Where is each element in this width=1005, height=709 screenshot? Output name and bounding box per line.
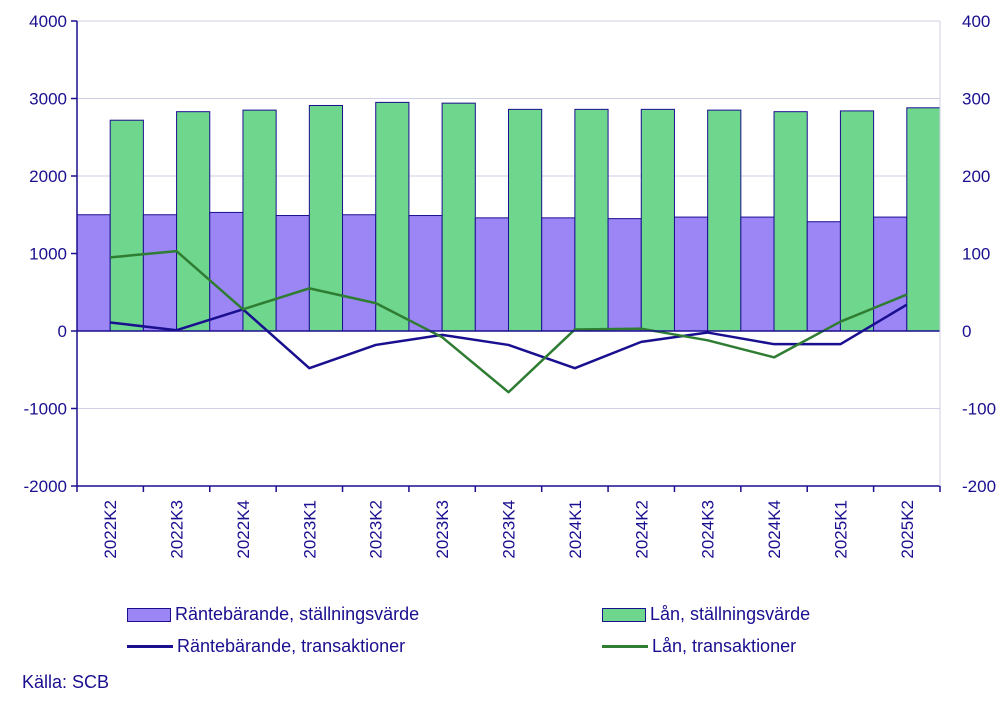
right-tick-label-3: 100 [962, 245, 990, 264]
right-tick-label-4: 200 [962, 167, 990, 186]
bar-0-5 [408, 215, 443, 332]
left-tick-label-6: 4000 [29, 12, 67, 31]
x-tick-label-0: 2022K2 [101, 500, 120, 559]
bar-0-3 [275, 215, 310, 332]
bar-0-7 [541, 217, 576, 332]
legend-item-2: Räntebärande, transaktioner [127, 636, 405, 657]
lines [110, 249, 908, 394]
x-tick-label-5: 2023K3 [433, 500, 452, 559]
bar-1-9 [707, 109, 742, 332]
legend-label-0: Räntebärande, ställningsvärde [175, 604, 420, 624]
bar-0-6 [474, 217, 509, 332]
left-tick-label-3: 1000 [29, 245, 67, 264]
bar-1-1 [176, 111, 211, 332]
x-tick-label-8: 2024K2 [632, 500, 651, 559]
x-tick-label-3: 2023K1 [300, 500, 319, 559]
legend-swatch-2 [127, 645, 173, 648]
bar-1-7 [574, 108, 609, 332]
x-tick-label-4: 2023K2 [367, 500, 386, 559]
legend-swatch-3 [602, 645, 648, 648]
x-tick-label-10: 2024K4 [765, 500, 784, 559]
legend-label-2: Räntebärande, transaktioner [177, 636, 406, 656]
bar-1-0 [109, 119, 144, 332]
left-tick-label-2: 0 [58, 322, 67, 341]
left-tick-label-4: 2000 [29, 167, 67, 186]
left-tick-label-5: 3000 [29, 90, 67, 109]
bars [76, 101, 941, 332]
x-tick-label-12: 2025K2 [898, 500, 917, 559]
bar-1-3 [308, 104, 344, 332]
bar-1-11 [839, 110, 875, 332]
series-line-3 [110, 249, 908, 394]
bar-1-12 [906, 107, 941, 332]
bar-1-5 [441, 102, 476, 332]
axes [71, 20, 941, 492]
tick-labels: -2000-100001000200030004000-200-10001002… [24, 12, 997, 559]
legend-item-3: Lån, transaktioner [602, 636, 796, 657]
right-tick-label-1: -100 [962, 400, 996, 419]
bar-0-0 [76, 214, 111, 332]
x-tick-label-7: 2024K1 [566, 500, 585, 559]
bar-0-11 [806, 221, 841, 332]
legend-item-0: Räntebärande, ställningsvärde [127, 604, 419, 625]
source-label: Källa: SCB [22, 672, 110, 692]
bar-0-2 [209, 211, 244, 332]
right-tick-label-6: 400 [962, 12, 990, 31]
x-tick-label-6: 2023K4 [500, 500, 519, 559]
left-tick-label-0: -2000 [24, 477, 67, 496]
bar-1-8 [640, 108, 675, 332]
bar-0-8 [607, 218, 642, 332]
legend-label-3: Lån, transaktioner [652, 636, 797, 656]
bar-0-10 [740, 216, 775, 332]
chart: -2000-100001000200030004000-200-10001002… [24, 12, 997, 559]
bar-0-1 [142, 214, 178, 332]
legend-item-1: Lån, ställningsvärde [602, 604, 810, 625]
x-tick-label-11: 2025K1 [831, 500, 850, 559]
left-tick-label-1: -1000 [24, 400, 67, 419]
bar-0-4 [342, 214, 377, 332]
right-tick-label-2: 0 [962, 322, 971, 341]
legend-label-1: Lån, ställningsvärde [650, 604, 811, 624]
x-tick-label-2: 2022K4 [234, 500, 253, 559]
x-tick-label-9: 2024K3 [699, 500, 718, 559]
legend-swatch-0 [127, 607, 171, 622]
bar-1-4 [375, 101, 410, 332]
bar-1-2 [242, 109, 277, 332]
legend-swatch-1 [602, 607, 646, 622]
bar-1-10 [773, 111, 808, 332]
bar-0-9 [673, 216, 709, 332]
x-tick-label-1: 2022K3 [168, 500, 187, 559]
right-tick-label-5: 300 [962, 90, 990, 109]
bar-1-6 [508, 108, 543, 332]
right-tick-label-0: -200 [962, 477, 996, 496]
